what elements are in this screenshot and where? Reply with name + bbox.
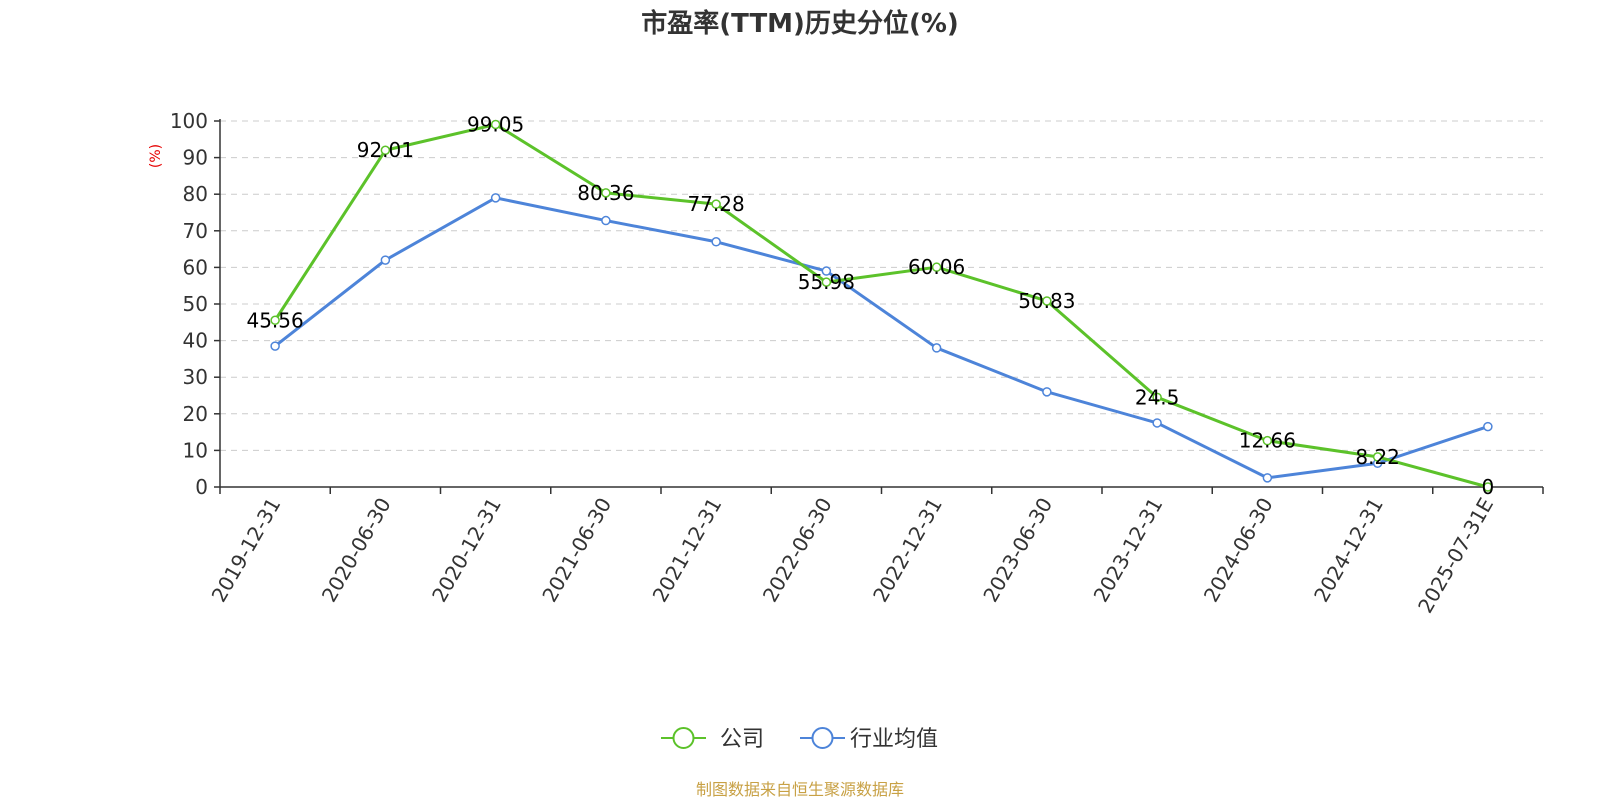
series-0-point-3[interactable] — [601, 188, 611, 198]
series-1-point-0[interactable] — [270, 341, 280, 351]
data-label-3: 80.36 — [577, 181, 634, 205]
y-axis-label: (%) — [148, 144, 164, 168]
series-1-point-3[interactable] — [601, 215, 611, 226]
y-tick-label-80: 80 — [183, 182, 208, 206]
chart-title: 市盈率(TTM)历史分位(%) — [641, 8, 959, 39]
x-tick-label-2024-12-31: 2024-12-31 — [1309, 494, 1388, 607]
series-0-point-2[interactable] — [490, 119, 501, 130]
data-labels: 45.56 92.01 99.05 80.36 77.28 55.98 60.06 50.83… — [246, 112, 1494, 499]
x-tick-label-2023-06-30: 2023-06-30 — [978, 494, 1057, 607]
data-label-0: 45.56 — [246, 308, 303, 332]
series-1-point-7[interactable] — [1042, 387, 1052, 397]
x-tick-label-2023-12-31: 2023-12-31 — [1089, 494, 1168, 607]
y-tick-label-50: 50 — [183, 292, 208, 316]
y-tick-label-40: 40 — [183, 329, 208, 353]
series-0-point-6[interactable] — [931, 262, 942, 272]
legend-marker-1 — [811, 727, 834, 749]
x-tick-label-2020-12-31: 2020-12-31 — [427, 494, 506, 607]
x-tick-label-2022-12-31: 2022-12-31 — [868, 494, 947, 607]
legend-marker-0 — [672, 727, 695, 749]
legend-item-0[interactable]: 公司 — [661, 727, 764, 752]
legend[interactable]: 公司 行业均值 — [661, 727, 938, 752]
data-label-2: 99.05 — [467, 112, 524, 136]
data-label-8: 24.5 — [1135, 385, 1180, 409]
series-layer — [270, 119, 1493, 492]
series-1-point-6[interactable] — [931, 343, 942, 353]
data-label-11: 0 — [1482, 475, 1495, 499]
series-1-point-1[interactable] — [380, 255, 391, 265]
y-tick-label-90: 90 — [183, 146, 208, 170]
x-tick-label-2022-06-30: 2022-06-30 — [758, 494, 837, 607]
series-0-point-1[interactable] — [380, 145, 391, 155]
data-label-9: 12.66 — [1239, 429, 1296, 453]
series-0-point-0[interactable] — [270, 315, 280, 326]
y-tick-label-70: 70 — [183, 219, 208, 243]
series-0-point-4[interactable] — [711, 199, 721, 209]
legend-label-1: 行业均值 — [850, 727, 938, 752]
y-tick-label-10: 10 — [183, 438, 208, 462]
data-label-6: 60.06 — [908, 255, 965, 279]
x-tick-label-2020-06-30: 2020-06-30 — [317, 494, 396, 607]
x-tick-label-2025-07-31E: 2025-07-31E — [1413, 494, 1498, 618]
data-label-4: 77.28 — [687, 192, 744, 216]
series-1-point-11[interactable] — [1483, 421, 1493, 432]
axes: 0 10 20 30 40 50 60 70 80 90 100 2019-12-31 2020-06-… — [170, 109, 1544, 618]
series-1-point-9[interactable] — [1262, 473, 1273, 483]
series-0-point-7[interactable] — [1042, 296, 1052, 306]
series-1-point-8[interactable] — [1152, 418, 1162, 428]
x-tick-label-2019-12-31: 2019-12-31 — [207, 494, 286, 607]
series-line-1 — [274, 196, 1489, 480]
data-label-7: 50.83 — [1018, 289, 1075, 313]
series-1-point-2[interactable] — [490, 193, 501, 203]
y-tick-label-30: 30 — [183, 365, 208, 389]
data-label-1: 92.01 — [357, 138, 414, 162]
legend-label-0: 公司 — [720, 727, 764, 752]
data-label-5: 55.98 — [798, 270, 855, 294]
grid-lines — [220, 120, 1543, 451]
series-0-point-8[interactable] — [1152, 392, 1162, 403]
series-1-point-5[interactable] — [821, 266, 832, 276]
x-tick-label-2021-12-31: 2021-12-31 — [648, 494, 727, 607]
series-0-point-5[interactable] — [821, 277, 832, 287]
legend-item-1[interactable]: 行业均值 — [800, 727, 938, 752]
data-label-10: 8.22 — [1355, 445, 1400, 469]
y-tick-label-60: 60 — [183, 255, 208, 279]
x-tick-label-2024-06-30: 2024-06-30 — [1199, 494, 1278, 607]
series-line-0 — [273, 122, 1489, 489]
y-tick-label-0: 0 — [195, 475, 208, 499]
y-tick-label-20: 20 — [183, 402, 208, 426]
series-0-point-11[interactable] — [1483, 482, 1493, 492]
x-tick-label-2021-06-30: 2021-06-30 — [537, 494, 616, 607]
series-0-point-9[interactable] — [1262, 435, 1273, 446]
series-0-point-10[interactable] — [1372, 452, 1383, 462]
y-tick-label-100: 100 — [170, 109, 208, 133]
series-1-point-4[interactable] — [711, 237, 721, 247]
source-note: 制图数据来自恒生聚源数据库 — [696, 780, 904, 799]
